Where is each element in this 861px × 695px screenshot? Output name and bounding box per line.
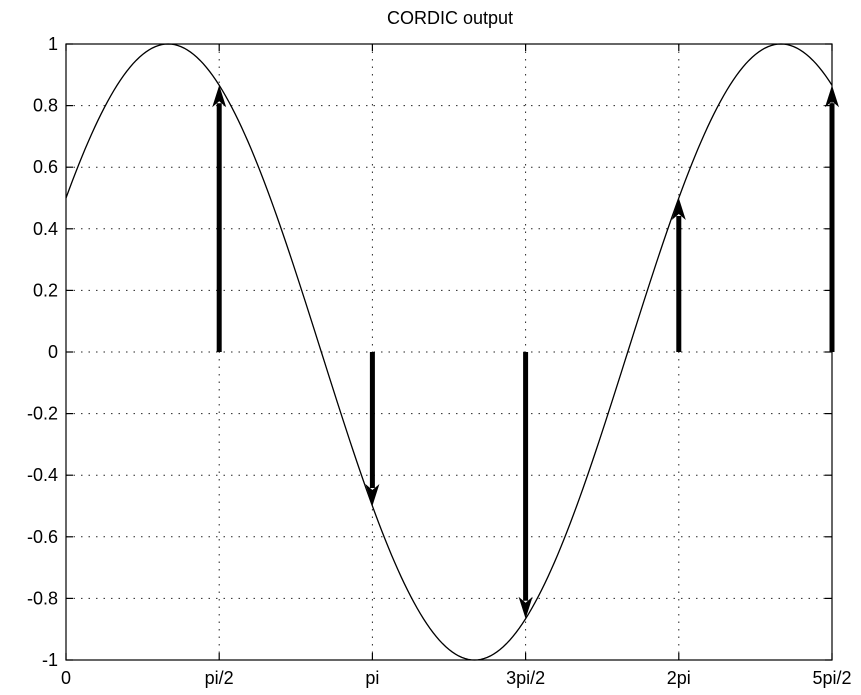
y-tick-label: -0.2 (27, 404, 58, 424)
tick-labels: 0 pi/2 pi 3pi/2 2pi 5pi/2 1 0.8 0.6 0.4 0.2 0 -0.2 -0… (27, 34, 852, 688)
cordic-arrow (671, 198, 686, 352)
x-tick-label: pi/2 (205, 668, 234, 688)
cordic-arrows (212, 85, 839, 619)
arrow-head (671, 198, 686, 220)
arrow-head (212, 85, 227, 108)
cordic-arrow (518, 352, 533, 619)
y-tick-label: -0.4 (27, 465, 58, 485)
x-tick-label: 2pi (667, 668, 691, 688)
arrow-head (825, 85, 839, 108)
x-tick-label: 5pi/2 (812, 668, 851, 688)
y-tick-label: -0.8 (27, 588, 58, 608)
x-tick-label: pi (365, 668, 379, 688)
y-tick-label: 1 (48, 34, 58, 54)
y-tick-label: -0.6 (27, 527, 58, 547)
arrow-head (518, 596, 533, 619)
y-tick-label: -1 (42, 650, 58, 670)
axis-ticks (65, 43, 833, 661)
x-tick-label: 0 (61, 668, 71, 688)
cordic-arrow (825, 85, 839, 352)
y-tick-label: 0.8 (33, 96, 58, 116)
y-tick-label: 0 (48, 342, 58, 362)
y-tick-label: 0.2 (33, 280, 58, 300)
cordic-arrow (365, 352, 380, 506)
grid-lines (66, 44, 832, 660)
sine-curve (65, 43, 833, 661)
x-tick-label: 3pi/2 (506, 668, 545, 688)
y-tick-label: 0.6 (33, 157, 58, 177)
y-tick-label: 0.4 (33, 219, 58, 239)
arrow-head (365, 484, 380, 506)
chart-title: CORDIC output (387, 8, 513, 28)
cordic-arrow (212, 85, 227, 352)
